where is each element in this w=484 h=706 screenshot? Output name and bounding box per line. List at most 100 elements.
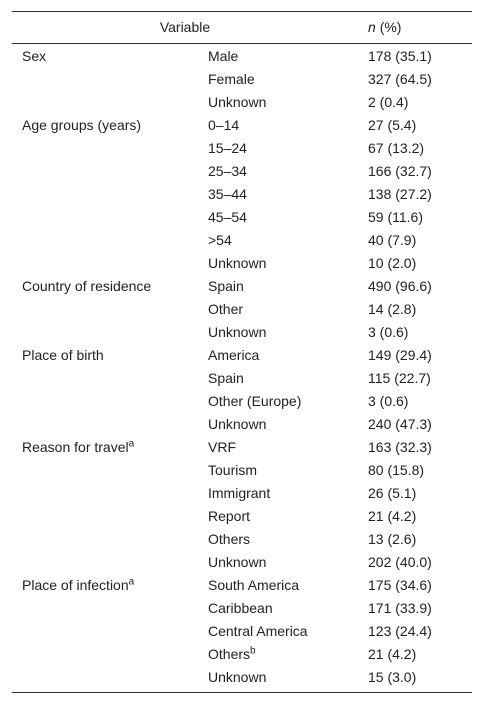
value-cell: 3 (0.6) [368, 323, 408, 341]
category: Spain [208, 370, 244, 386]
category-cell: 15–24 [208, 139, 247, 157]
category-cell: 45–54 [208, 208, 247, 226]
value: 2 (0.4) [368, 94, 409, 110]
category: South America [208, 577, 300, 593]
group-label: Place of infection [22, 577, 129, 593]
category-cell: Unknown [208, 668, 266, 686]
value-cell: 21 (4.2) [368, 507, 416, 525]
value-cell: 3 (0.6) [368, 392, 408, 410]
category: Report [208, 508, 251, 524]
category: Unknown [208, 416, 267, 432]
value-cell: 490 (96.6) [368, 277, 432, 295]
value: 171 (33.9) [368, 600, 432, 616]
value-cell: 40 (7.9) [368, 231, 416, 249]
group-label-footnote-mark: a [128, 576, 135, 588]
value: 490 (96.6) [368, 278, 432, 294]
value: 80 (15.8) [368, 462, 425, 478]
value-cell: 123 (24.4) [368, 622, 432, 640]
value-cell: 67 (13.2) [368, 139, 424, 157]
category-cell: Immigrant [208, 484, 270, 502]
value: 26 (5.1) [368, 485, 417, 501]
category-cell: Tourism [208, 461, 257, 479]
category-cell: Unknown [208, 415, 266, 433]
group-label-cell: Age groups (years) [22, 116, 141, 134]
group-label-cell: Reason for travela [22, 438, 134, 456]
value: 149 (29.4) [368, 347, 432, 363]
category-cell: Central America [208, 622, 308, 640]
group-label: Country of residence [22, 278, 152, 294]
value-cell: 149 (29.4) [368, 346, 432, 364]
value: 13 (2.6) [368, 531, 417, 547]
value: 123 (24.4) [368, 623, 432, 639]
category: Tourism [208, 462, 258, 478]
group-label-cell: Country of residence [22, 277, 151, 295]
value: 327 (64.5) [368, 71, 432, 87]
value: 163 (32.3) [368, 439, 432, 455]
category: 0–14 [208, 117, 240, 133]
category: Female [208, 71, 255, 87]
category-cell: Other [208, 300, 243, 318]
value-cell: 327 (64.5) [368, 70, 432, 88]
value-cell: 178 (35.1) [368, 47, 432, 65]
category: 35–44 [208, 186, 247, 202]
value: 10 (2.0) [368, 255, 417, 271]
category-cell: Others [208, 530, 250, 548]
category: Caribbean [208, 600, 273, 616]
value: 59 (11.6) [368, 209, 423, 225]
value-cell: 13 (2.6) [368, 530, 416, 548]
value-cell: 26 (5.1) [368, 484, 416, 502]
category: VRF [208, 439, 236, 455]
value: 138 (27.2) [368, 186, 432, 202]
category-cell: Unknown [208, 93, 266, 111]
bottom-rule [12, 692, 472, 693]
category-cell: >54 [208, 231, 232, 249]
category-cell: Caribbean [208, 599, 273, 617]
value-cell: 59 (11.6) [368, 208, 423, 226]
category-cell: South America [208, 576, 299, 594]
value-cell: 10 (2.0) [368, 254, 416, 272]
category-cell: America [208, 346, 259, 364]
category: 45–54 [208, 209, 247, 225]
value: 27 (5.4) [368, 117, 417, 133]
category-cell: VRF [208, 438, 236, 456]
category: 25–34 [208, 163, 247, 179]
header-rule [12, 43, 472, 44]
value: 21 (4.2) [368, 508, 417, 524]
group-label: Place of birth [22, 347, 104, 363]
value: 3 (0.6) [368, 393, 409, 409]
category: Male [208, 48, 239, 64]
value-cell: 240 (47.3) [368, 415, 432, 433]
category-cell: 35–44 [208, 185, 247, 203]
category-cell: 0–14 [208, 116, 239, 134]
category: Others [208, 646, 251, 662]
category: Unknown [208, 255, 267, 271]
category-cell: Female [208, 70, 255, 88]
category: Other [208, 301, 244, 317]
value: 3 (0.6) [368, 324, 409, 340]
category: Central America [208, 623, 308, 639]
category-cell: Other (Europe) [208, 392, 301, 410]
group-label-cell: Sex [22, 47, 46, 65]
header-n: n (%) [368, 18, 401, 36]
value-cell: 14 (2.8) [368, 300, 416, 318]
category-footnote-mark: b [250, 645, 256, 657]
value-cell: 115 (22.7) [368, 369, 431, 387]
value: 175 (34.6) [368, 577, 432, 593]
header-pct: (%) [379, 19, 402, 35]
category-cell: Report [208, 507, 250, 525]
value: 240 (47.3) [368, 416, 432, 432]
group-label-cell: Place of infectiona [22, 576, 134, 594]
value: 67 (13.2) [368, 140, 425, 156]
group-label: Age groups (years) [22, 117, 142, 133]
category: >54 [208, 232, 232, 248]
category: Other (Europe) [208, 393, 302, 409]
value-cell: 163 (32.3) [368, 438, 432, 456]
value-cell: 15 (3.0) [368, 668, 416, 686]
value: 21 (4.2) [368, 646, 417, 662]
top-rule [12, 11, 472, 12]
category: Others [208, 531, 251, 547]
group-label-cell: Place of birth [22, 346, 104, 364]
value-cell: 202 (40.0) [368, 553, 432, 571]
category-cell: Unknown [208, 553, 266, 571]
